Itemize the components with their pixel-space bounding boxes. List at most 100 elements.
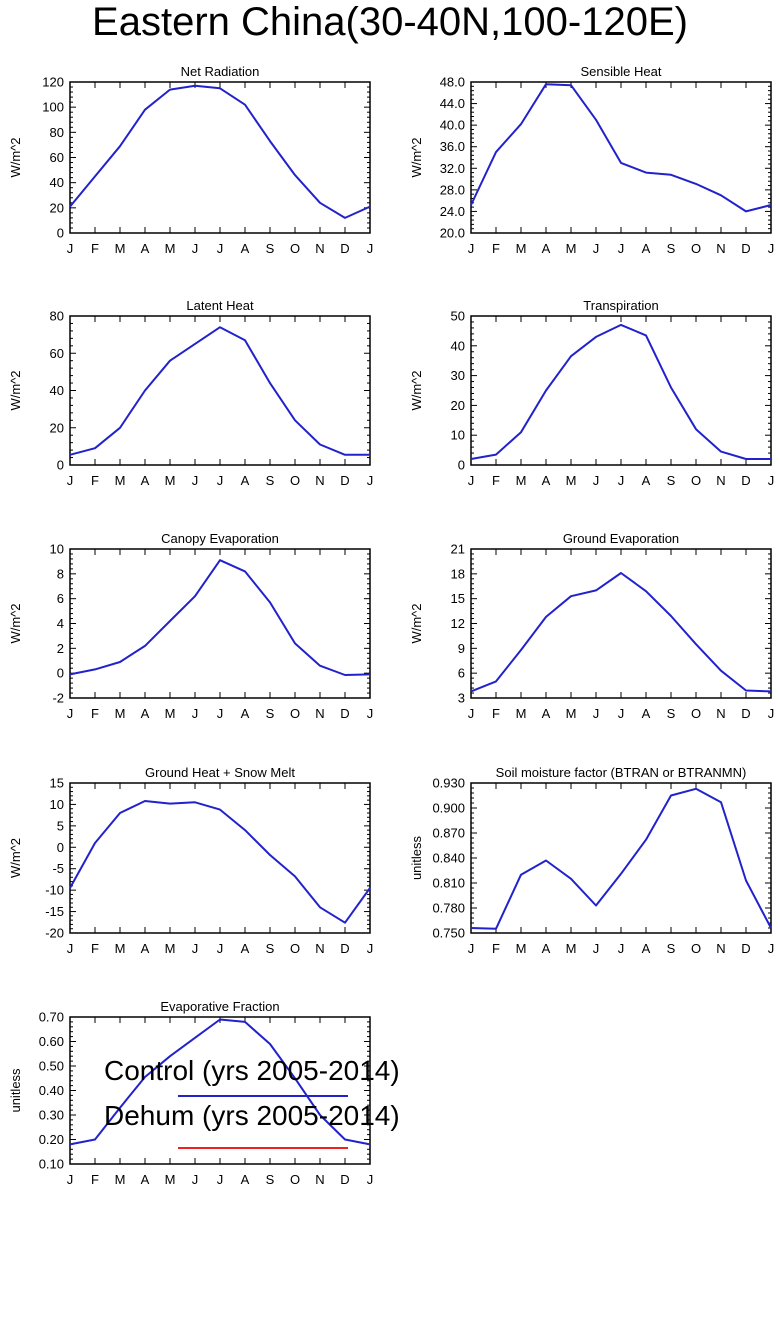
y-tick-label: 28.0 xyxy=(440,182,465,197)
y-axis-label: W/m^2 xyxy=(8,137,23,177)
y-axis-label: W/m^2 xyxy=(409,603,424,643)
x-tick-label: F xyxy=(91,473,99,488)
y-tick-label: 20 xyxy=(50,200,64,215)
y-tick-label: 24.0 xyxy=(440,204,465,219)
x-tick-label: N xyxy=(716,241,725,256)
x-tick-label: A xyxy=(542,941,551,956)
x-tick-label: A xyxy=(542,706,551,721)
y-tick-label: 20 xyxy=(451,398,465,413)
x-tick-label: J xyxy=(67,1172,74,1187)
x-tick-label: J xyxy=(768,941,775,956)
series-line-control xyxy=(69,1018,371,1146)
y-tick-label: 40 xyxy=(50,383,64,398)
chart-2: Sensible Heat W/m^2 20.0 24.0 28.0 32.0 36.0 40… xyxy=(409,64,774,256)
y-tick-label: 21 xyxy=(451,542,465,557)
x-tick-label: N xyxy=(315,1172,324,1187)
x-tick-label: M xyxy=(115,706,126,721)
y-axis-label: W/m^2 xyxy=(409,370,424,410)
plot-frame xyxy=(69,315,371,466)
plot-frame xyxy=(69,81,371,234)
y-tick-label: 0.50 xyxy=(39,1059,64,1074)
x-tick-label: A xyxy=(141,241,150,256)
x-tick-label: D xyxy=(340,1172,349,1187)
x-tick-label: J xyxy=(618,941,625,956)
x-tick-label: M xyxy=(566,941,577,956)
x-tick-label: S xyxy=(266,241,275,256)
y-tick-label: 44.0 xyxy=(440,96,465,111)
x-tick-label: S xyxy=(266,706,275,721)
x-tick-label: F xyxy=(91,941,99,956)
x-tick-label: F xyxy=(492,241,500,256)
chart-9: Evaporative Fraction unitless 0.10 0.20 0.30… xyxy=(8,999,373,1187)
x-tick-label: J xyxy=(217,706,224,721)
y-tick-label: 30 xyxy=(451,368,465,383)
legend-line-control xyxy=(178,1095,348,1097)
x-tick-label: O xyxy=(290,1172,300,1187)
x-tick-label: J xyxy=(67,473,74,488)
y-tick-label: -5 xyxy=(52,861,64,876)
x-tick-label: J xyxy=(67,941,74,956)
y-tick-label: 3 xyxy=(458,691,465,706)
y-axis-label: W/m^2 xyxy=(8,603,23,643)
legend-line-dehum xyxy=(178,1147,348,1149)
x-tick-label: J xyxy=(367,941,374,956)
y-tick-label: 0.20 xyxy=(39,1132,64,1147)
plot-frame xyxy=(470,315,772,466)
x-tick-label: S xyxy=(667,241,676,256)
y-tick-label: 0.780 xyxy=(432,901,465,916)
x-tick-label: M xyxy=(165,1172,176,1187)
x-tick-label: O xyxy=(691,241,701,256)
x-tick-label: M xyxy=(115,473,126,488)
x-tick-label: D xyxy=(741,241,750,256)
chart-title: Ground Heat + Snow Melt xyxy=(145,765,295,780)
x-tick-label: M xyxy=(115,241,126,256)
x-tick-label: A xyxy=(241,1172,250,1187)
y-tick-label: -2 xyxy=(52,691,64,706)
x-tick-label: M xyxy=(516,241,527,256)
x-tick-label: D xyxy=(741,941,750,956)
x-tick-label: M xyxy=(566,241,577,256)
y-axis-label: W/m^2 xyxy=(409,137,424,177)
y-tick-label: 2 xyxy=(57,641,64,656)
series-line-control xyxy=(470,787,772,930)
x-tick-label: O xyxy=(290,473,300,488)
y-tick-label: 10 xyxy=(50,542,64,557)
y-tick-label: 60 xyxy=(50,150,64,165)
x-tick-label: J xyxy=(67,241,74,256)
x-tick-label: M xyxy=(516,706,527,721)
x-tick-label: J xyxy=(593,706,600,721)
y-tick-label: 6 xyxy=(458,666,465,681)
x-tick-label: O xyxy=(290,941,300,956)
x-tick-label: F xyxy=(91,1172,99,1187)
series-line-control xyxy=(470,323,771,460)
x-tick-label: N xyxy=(315,241,324,256)
x-tick-label: J xyxy=(768,706,775,721)
x-tick-label: A xyxy=(241,706,250,721)
x-tick-label: J xyxy=(192,941,199,956)
x-tick-label: F xyxy=(492,473,500,488)
plot-frame xyxy=(69,548,371,699)
y-axis-label: W/m^2 xyxy=(8,838,23,878)
x-tick-label: D xyxy=(340,241,349,256)
x-tick-label: N xyxy=(315,941,324,956)
series-line-control xyxy=(69,559,371,676)
x-tick-label: A xyxy=(642,706,651,721)
x-tick-label: O xyxy=(290,241,300,256)
x-tick-label: M xyxy=(115,941,126,956)
x-tick-label: O xyxy=(691,941,701,956)
legend-label-dehum: Dehum (yrs 2005-2014) xyxy=(104,1100,400,1131)
y-tick-label: 6 xyxy=(57,591,64,606)
x-tick-label: S xyxy=(266,1172,275,1187)
x-tick-label: M xyxy=(516,473,527,488)
x-tick-label: J xyxy=(468,706,475,721)
y-axis-label: unitless xyxy=(409,835,424,880)
x-tick-label: S xyxy=(667,941,676,956)
x-tick-label: J xyxy=(192,706,199,721)
chart-title: Net Radiation xyxy=(181,64,260,79)
x-tick-label: M xyxy=(165,706,176,721)
chart-title: Canopy Evaporation xyxy=(161,531,279,546)
x-tick-label: A xyxy=(141,1172,150,1187)
